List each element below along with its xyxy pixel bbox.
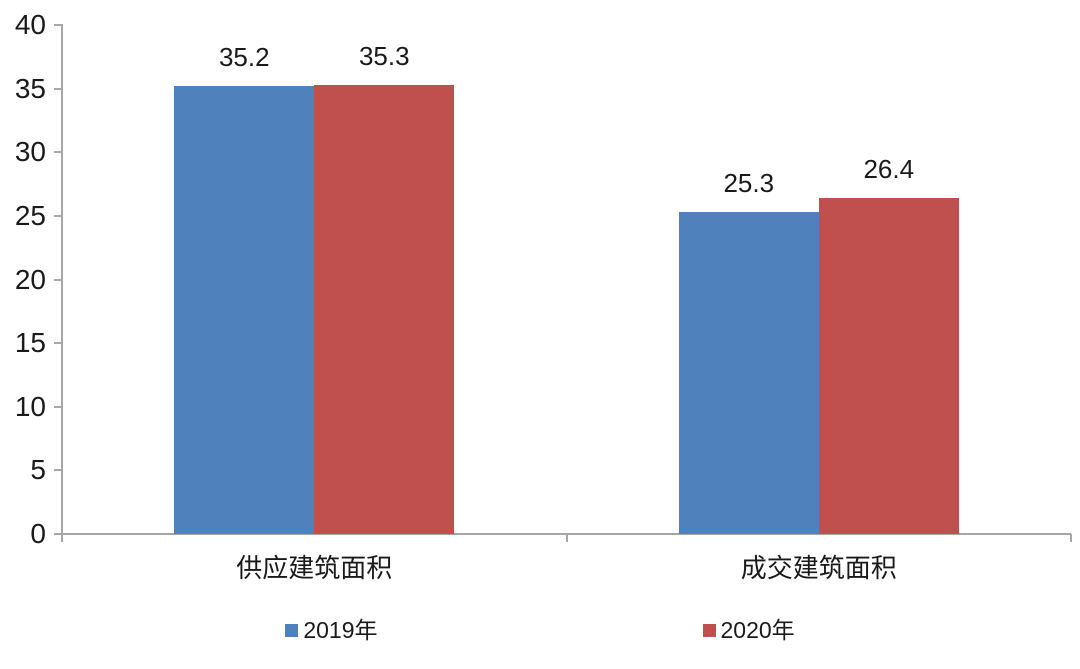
bar xyxy=(678,212,819,534)
category-label: 供应建筑面积 xyxy=(236,553,393,583)
legend-swatch xyxy=(285,623,299,637)
y-axis-line xyxy=(61,24,63,542)
legend-swatch xyxy=(702,623,716,637)
y-tick-mark xyxy=(54,405,62,408)
y-tick-label: 15 xyxy=(14,327,46,359)
bar-value-label: 35.3 xyxy=(358,40,410,71)
y-tick-label: 40 xyxy=(14,9,46,40)
y-tick-mark xyxy=(54,278,62,281)
y-tick-mark xyxy=(54,533,62,535)
y-tick-label: 10 xyxy=(14,390,46,422)
y-tick-mark xyxy=(54,469,62,472)
x-tick-mark xyxy=(565,534,568,542)
legend-label: 2020年 xyxy=(720,617,795,643)
y-tick-mark xyxy=(54,87,62,90)
y-tick-mark xyxy=(54,214,62,217)
x-tick-mark xyxy=(1070,534,1072,542)
y-tick-label: 35 xyxy=(14,72,46,104)
y-tick-label: 5 xyxy=(30,454,46,486)
category-label: 成交建筑面积 xyxy=(740,553,897,583)
bar xyxy=(314,84,455,534)
bar-value-label: 25.3 xyxy=(723,168,775,199)
bar xyxy=(174,86,315,534)
bar xyxy=(818,198,959,534)
bar-value-label: 35.2 xyxy=(218,42,270,73)
legend-label: 2019年 xyxy=(303,617,378,643)
y-tick-label: 20 xyxy=(14,263,46,295)
y-tick-label: 30 xyxy=(14,136,46,168)
x-axis-line xyxy=(61,533,1071,535)
legend: 2019年 2020年 xyxy=(0,616,1080,644)
y-tick-mark xyxy=(54,151,62,154)
legend-item: 2019年 xyxy=(285,616,378,644)
bar-value-label: 26.4 xyxy=(863,154,915,185)
y-tick-label: 25 xyxy=(14,199,46,231)
y-tick-mark xyxy=(54,342,62,345)
y-tick-mark xyxy=(54,24,62,26)
y-tick-label: 0 xyxy=(30,518,46,549)
legend-item: 2020年 xyxy=(702,616,795,644)
